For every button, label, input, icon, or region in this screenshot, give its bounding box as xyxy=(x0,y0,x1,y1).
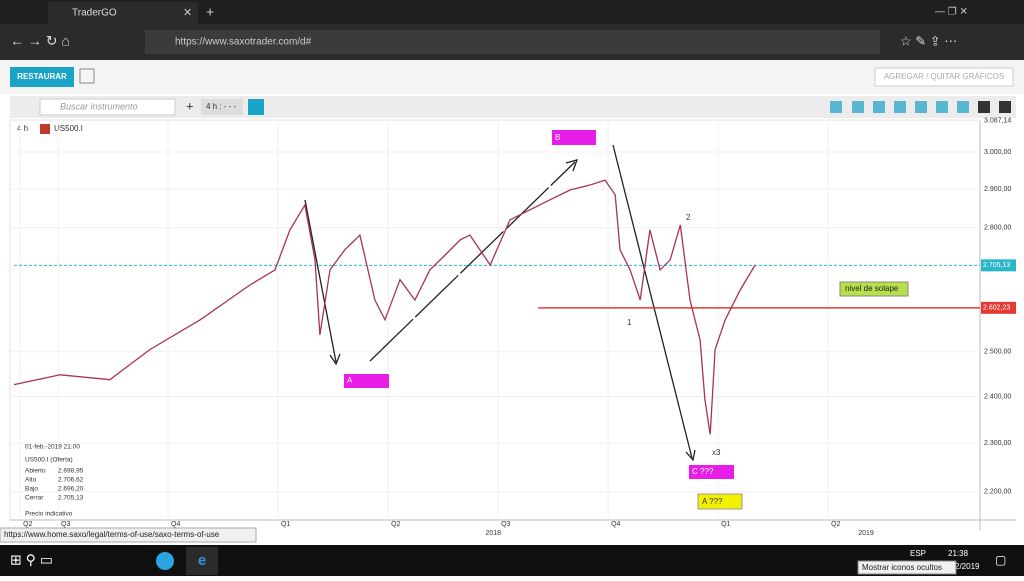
add-button[interactable]: + xyxy=(186,98,194,113)
y-tick-label: 3.087,14 xyxy=(984,118,1011,125)
info-rows: Abierto 2.698,95 Alto 2.706,62 Bajo 2.696,20 C… xyxy=(25,468,84,502)
annotation: A xyxy=(347,376,353,385)
url-box[interactable] xyxy=(145,30,880,54)
info-key: Bajo xyxy=(25,486,38,493)
grid xyxy=(10,120,980,520)
app-header xyxy=(0,60,1024,94)
y-tick-label: 2.200,00 xyxy=(984,489,1011,496)
add-remove-label: AGREGAR / QUITAR GRÁFICOS xyxy=(884,72,1004,81)
app-icon[interactable] xyxy=(156,552,174,570)
timeframe-label: 4 h xyxy=(17,124,28,133)
y-tick-label: 2.800,00 xyxy=(984,224,1011,231)
status-bar xyxy=(0,527,257,543)
annotation: nivel de solape xyxy=(845,284,899,293)
refresh-button[interactable] xyxy=(248,99,264,115)
info-value: 2.696,20 xyxy=(58,486,84,493)
search-placeholder: Buscar instrumento xyxy=(60,101,138,111)
x-tick-label: Q4 xyxy=(611,521,620,528)
y-tick-label: 2.500,00 xyxy=(984,349,1011,356)
taskbar-icons[interactable]: ⊞ ⚲ ▭ xyxy=(10,552,53,568)
annotation-box xyxy=(839,281,909,297)
price-line xyxy=(13,179,756,435)
timeframe-box[interactable] xyxy=(201,99,243,115)
annotation: x3 xyxy=(712,448,721,457)
edge-tab[interactable] xyxy=(186,547,218,575)
y-tick-label: 2.400,00 xyxy=(984,393,1011,400)
popout-icon[interactable] xyxy=(79,68,95,84)
browser-actions[interactable]: ☆ ✎ ⇪ ⋯ xyxy=(900,33,957,48)
x-tick-label: Q2 xyxy=(391,521,400,528)
y-tick-label: 2.300,00 xyxy=(984,440,1011,447)
year-label: 2018 xyxy=(485,530,501,537)
restore-button[interactable] xyxy=(10,67,74,87)
y-tick-label: 2.900,00 xyxy=(984,186,1011,193)
price-label: 2.705,13 xyxy=(983,262,1010,269)
clock: 21:38 xyxy=(948,549,969,558)
instrument-label: US500.I xyxy=(54,124,83,133)
price-label-box xyxy=(981,301,1016,314)
add-remove-button[interactable] xyxy=(874,67,1014,87)
info-footer: Precio indicativo xyxy=(25,511,73,518)
y-tick-label: 3.000,00 xyxy=(984,149,1011,156)
year-label: 2019 xyxy=(858,530,874,537)
wave-arrows xyxy=(304,144,696,462)
x-tick-label: Q3 xyxy=(61,521,70,528)
info-key: Alto xyxy=(25,477,37,484)
annotation: 1 xyxy=(627,318,632,327)
annotation: A ??? xyxy=(702,497,723,506)
info-value: 2.705,13 xyxy=(58,495,84,502)
price-label-box xyxy=(981,259,1016,272)
plot-area xyxy=(9,119,981,521)
tooltip xyxy=(857,560,957,575)
info-title: US500.I (Oferta) xyxy=(25,457,73,464)
tool-icons[interactable] xyxy=(830,101,1011,113)
tab-close[interactable]: ✕ xyxy=(183,7,192,19)
annotation: C ??? xyxy=(692,467,714,476)
instrument-icon xyxy=(40,124,50,134)
annotation-box xyxy=(344,374,389,388)
search-box[interactable] xyxy=(39,98,176,116)
annotation-box xyxy=(697,493,743,510)
info-datetime: 01-feb.-2019 21:00 xyxy=(25,444,80,451)
annotation-box xyxy=(552,130,596,145)
annotation-box xyxy=(689,465,734,479)
price-label: 2.602,23 xyxy=(983,305,1010,312)
new-tab[interactable]: + xyxy=(206,4,214,20)
x-tick-label: Q2 xyxy=(23,521,32,528)
tooltip-text: Mostrar iconos ocultos xyxy=(862,563,942,572)
notifications[interactable]: ▢ xyxy=(995,553,1006,567)
edge-icon: e xyxy=(198,552,206,569)
info-key: Abierto xyxy=(25,468,46,475)
url: https://www.saxotrader.com/d# xyxy=(175,37,312,48)
info-key: Cerrar xyxy=(25,495,44,502)
date: 2/2019 xyxy=(955,562,980,571)
info-value: 2.698,95 xyxy=(58,468,84,475)
info-value: 2.706,62 xyxy=(58,477,84,484)
timeframe-selector: 4 h : - - - xyxy=(206,102,237,111)
annotation: 2 xyxy=(686,213,691,222)
restore-label: RESTAURAR xyxy=(17,72,67,81)
tab[interactable] xyxy=(48,2,198,24)
language: ESP xyxy=(910,549,926,558)
annotation: B xyxy=(555,133,560,142)
window-controls[interactable]: — ❐ ✕ xyxy=(935,7,968,18)
x-tick-label: Q4 xyxy=(171,521,180,528)
nav-buttons[interactable]: ← → ↻ ⌂ xyxy=(10,33,70,49)
x-tick-label: Q2 xyxy=(831,521,840,528)
x-tick-label: Q3 xyxy=(501,521,510,528)
status-url: https://www.home.saxo/legal/terms-of-use… xyxy=(4,530,220,539)
tab-title: TraderGO xyxy=(72,8,117,19)
x-tick-label: Q1 xyxy=(281,521,290,528)
x-tick-label: Q1 xyxy=(721,521,730,528)
